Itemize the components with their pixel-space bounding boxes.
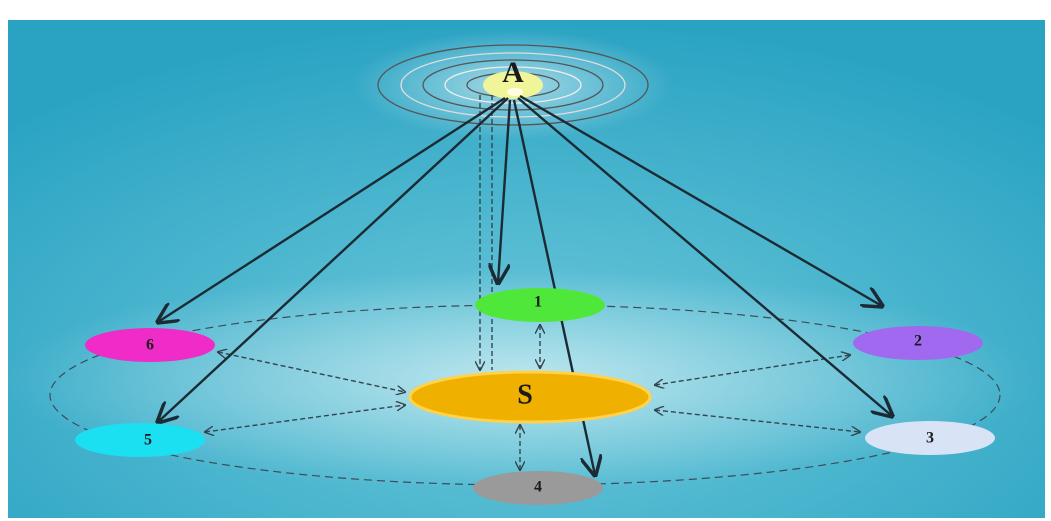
node-label: 2 [914,333,922,350]
node-2 [853,326,983,360]
node-5 [75,423,205,457]
node-label: 1 [534,294,542,311]
node-a [483,71,543,99]
node-1 [475,288,605,322]
node-label: 5 [144,432,152,449]
node-label: 4 [534,479,542,496]
node-s [408,370,652,424]
node-3 [865,421,995,455]
node-label: 3 [926,430,934,447]
node-label: 6 [146,337,154,354]
node-6 [85,328,215,362]
node-a-core [507,88,523,96]
node-label: S [517,379,533,410]
links [205,95,860,470]
node-4 [473,471,603,505]
node-label: A [502,56,524,89]
